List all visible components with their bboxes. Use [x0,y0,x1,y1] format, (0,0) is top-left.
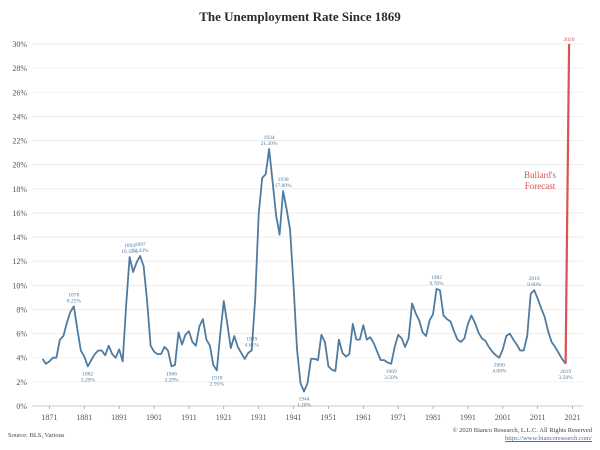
annotation-year: 1897 [135,242,146,248]
annotation-value: 12.43% [132,248,149,254]
annotation-value: 4.61% [245,342,260,348]
annotation-year: 1906 [166,371,177,377]
y-tick-label: 14% [12,233,27,242]
annotation-year: 1929 [246,336,257,342]
y-tick-label: 2% [16,378,27,387]
x-axis-ticks: 1871 1881 1891 1901 1911 1921 1931 1941 1951 1961… [41,406,581,422]
annotation-year: 2010 [529,276,540,282]
forecast-line [564,43,571,364]
series-lines [41,43,571,393]
annotation-value: 2.95% [210,381,225,387]
chart-title: The Unemployment Rate Since 1869 [199,9,401,24]
annotation-value: 1.20% [297,403,312,409]
annotation-year: 1938 [278,177,289,183]
forecast-year-label: 2020 [564,37,575,43]
y-tick-label: 12% [12,257,27,266]
x-tick-label: 1901 [146,413,162,422]
annotation-year: 2019 [560,369,571,375]
annotation-year: 1919 [211,375,222,381]
copyright-text: © 2020 Bianco Research, L.L.C. All Right… [452,427,592,434]
y-tick-label: 0% [16,402,27,411]
y-tick-label: 20% [12,161,27,170]
y-tick-label: 30% [12,40,27,49]
annotation-value: 17.80% [275,183,292,189]
copyright-block: © 2020 Bianco Research, L.L.C. All Right… [453,427,592,443]
y-tick-label: 16% [12,209,27,218]
x-tick-label: 1951 [320,413,336,422]
y-tick-label: 22% [12,137,27,146]
annotation-value: 9.60% [527,282,542,288]
x-tick-label: 1881 [76,413,92,422]
x-tick-label: 1941 [286,413,302,422]
y-axis-ticks: 0% 2% 4% 6% 8% 10% 12% 14% 16% 18% 20% 22% 24% 26% 28%… [12,40,27,411]
y-tick-label: 24% [12,112,27,121]
forecast-label-line1: Bullard's [524,170,557,180]
y-tick-label: 18% [12,185,27,194]
x-tick-label: 1961 [355,413,371,422]
annotation-year: 1982 [431,275,442,281]
y-tick-label: 4% [16,354,27,363]
unemployment-rate-line [41,148,567,393]
annotation-value: 3.29% [164,377,179,383]
annotation-value: 10.35% [121,249,138,255]
annotation-value: 3.29% [81,377,96,383]
x-tick-label: 1921 [216,413,232,422]
annotation-value: 3.50% [558,375,573,381]
x-tick-label: 1971 [390,413,406,422]
x-tick-label: 1981 [425,413,441,422]
annotation-year: 1944 [299,397,310,403]
annotation-year: 1878 [68,292,79,298]
annotation-value: 8.25% [67,298,82,304]
annotation-year: 1969 [386,369,397,375]
source-note: Source: BLS, Various [8,432,65,439]
x-tick-label: 1871 [41,413,57,422]
annotation-year: 2000 [494,363,505,369]
annotation-value: 3.50% [384,375,399,381]
x-tick-label: 2001 [495,413,511,422]
annotation-value: 4.00% [492,369,507,375]
x-tick-label: 1931 [251,413,267,422]
y-tick-label: 28% [12,64,27,73]
forecast-label-line2: Forecast [525,181,556,191]
y-tick-label: 10% [12,281,27,290]
annotations: 18788.25%18823.29%189410.35%189712.43%19… [67,135,573,409]
x-tick-label: 1891 [111,413,127,422]
annotation-value: 9.70% [429,281,444,287]
website-link[interactable]: https://www.biancoresearch.com/ [505,435,592,442]
x-tick-label: 2011 [530,413,546,422]
annotation-value: 21.30% [261,141,278,147]
annotation-year: 1934 [264,135,275,141]
y-tick-label: 26% [12,88,27,97]
grid-lines [32,43,583,407]
y-tick-label: 8% [16,305,27,314]
annotation-year: 1882 [82,371,93,377]
x-tick-label: 2021 [565,413,581,422]
annotation-year: 1894 [124,243,135,249]
x-tick-label: 1991 [460,413,476,422]
y-tick-label: 6% [16,330,27,339]
x-tick-label: 1911 [181,413,197,422]
